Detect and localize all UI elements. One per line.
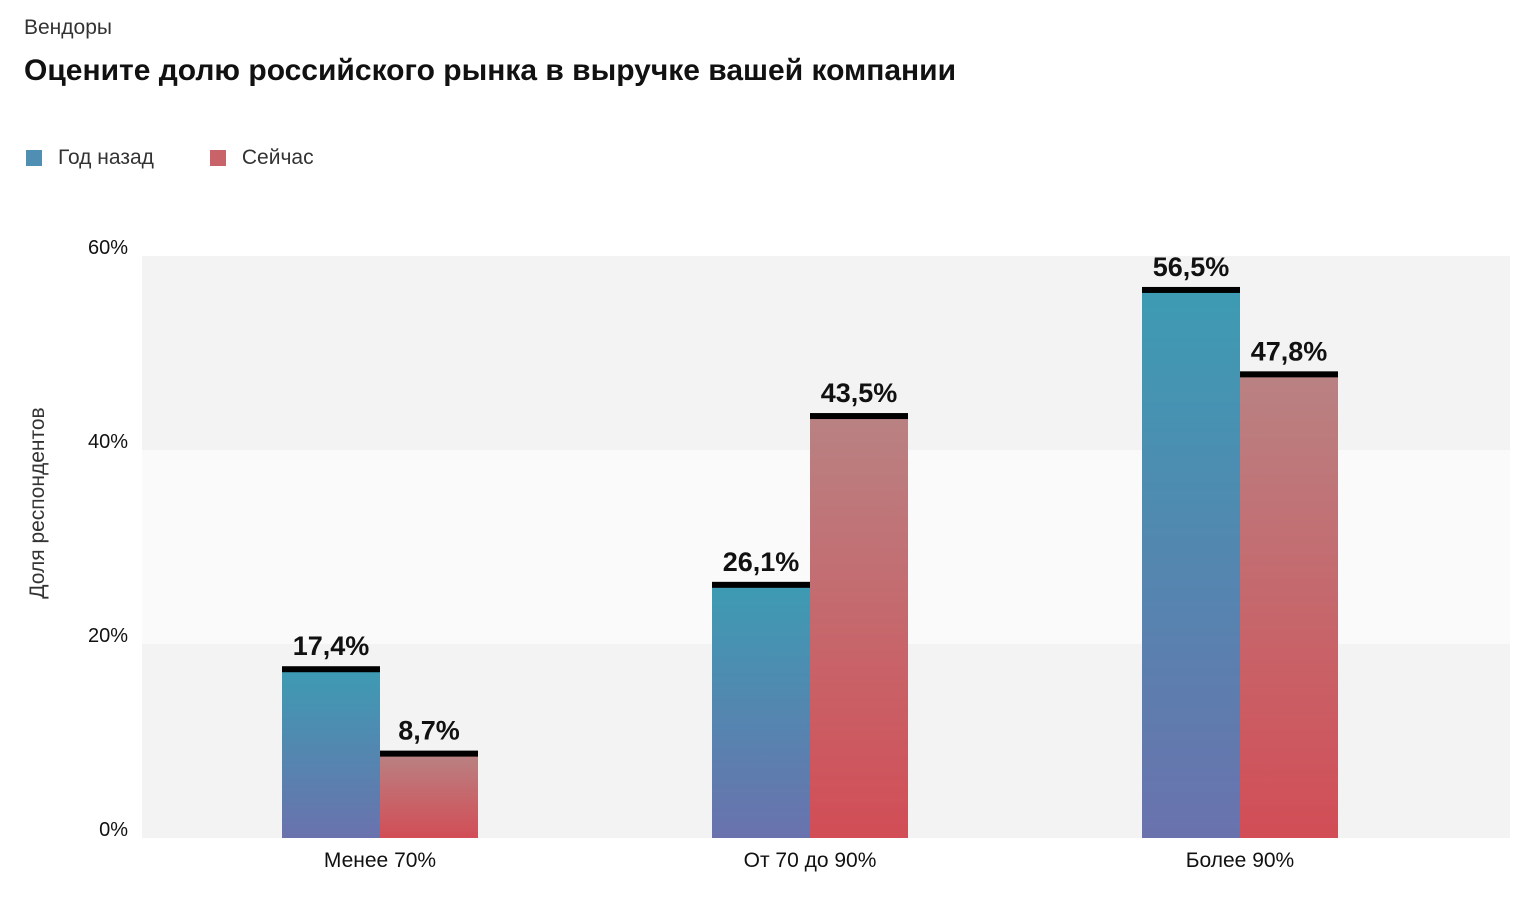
bar-now[interactable] [1240, 374, 1338, 838]
bar-cap [1240, 371, 1338, 378]
x-tick-label: От 70 до 90% [744, 849, 877, 872]
y-tick-label: 60% [88, 237, 128, 259]
data-label: 17,4% [293, 631, 370, 661]
data-label: 47,8% [1251, 336, 1328, 366]
legend-item-now[interactable]: Сейчас [209, 146, 314, 170]
bar-cap [282, 666, 380, 673]
bar-now[interactable] [810, 416, 908, 838]
chart-header: Вендоры Оцените долю российского рынка в… [24, 16, 956, 88]
legend-label-now: Сейчас [241, 146, 314, 169]
bar-year-ago[interactable] [1142, 289, 1240, 838]
bars: 17,4% 8,7% 26,1% 43,5% 56,5% 47,8% [282, 252, 1338, 838]
y-tick-label: 40% [88, 431, 128, 453]
bar-cap [712, 581, 810, 588]
y-axis-label: Доля респондентов [26, 407, 49, 598]
x-tick-label: Менее 70% [324, 849, 436, 872]
bar-now[interactable] [380, 753, 478, 838]
bar-cap [810, 413, 908, 420]
y-tick-label: 0% [99, 819, 128, 841]
data-label: 26,1% [723, 547, 800, 577]
bar-year-ago[interactable] [712, 584, 810, 838]
x-axis: Менее 70% От 70 до 90% Более 90% [324, 849, 1294, 872]
legend-item-year-ago[interactable]: Год назад [26, 146, 154, 170]
y-axis: 0% 20% 40% 60% [88, 237, 128, 841]
data-label: 8,7% [398, 716, 460, 746]
x-tick-label: Более 90% [1186, 849, 1294, 872]
legend-swatch-year-ago [26, 150, 42, 166]
bar-cap [380, 750, 478, 757]
legend-label-year-ago: Год назад [58, 146, 154, 169]
chart-title: Оцените долю российского рынка в выручке… [24, 54, 957, 87]
chart-legend: Год назад Сейчас [26, 146, 314, 170]
y-tick-label: 20% [88, 625, 128, 647]
bar-year-ago[interactable] [282, 669, 380, 838]
data-label: 43,5% [821, 378, 898, 408]
chart-subtitle: Вендоры [24, 16, 112, 39]
bar-cap [1142, 286, 1240, 293]
data-label: 56,5% [1153, 252, 1230, 282]
legend-swatch-now [209, 150, 226, 166]
